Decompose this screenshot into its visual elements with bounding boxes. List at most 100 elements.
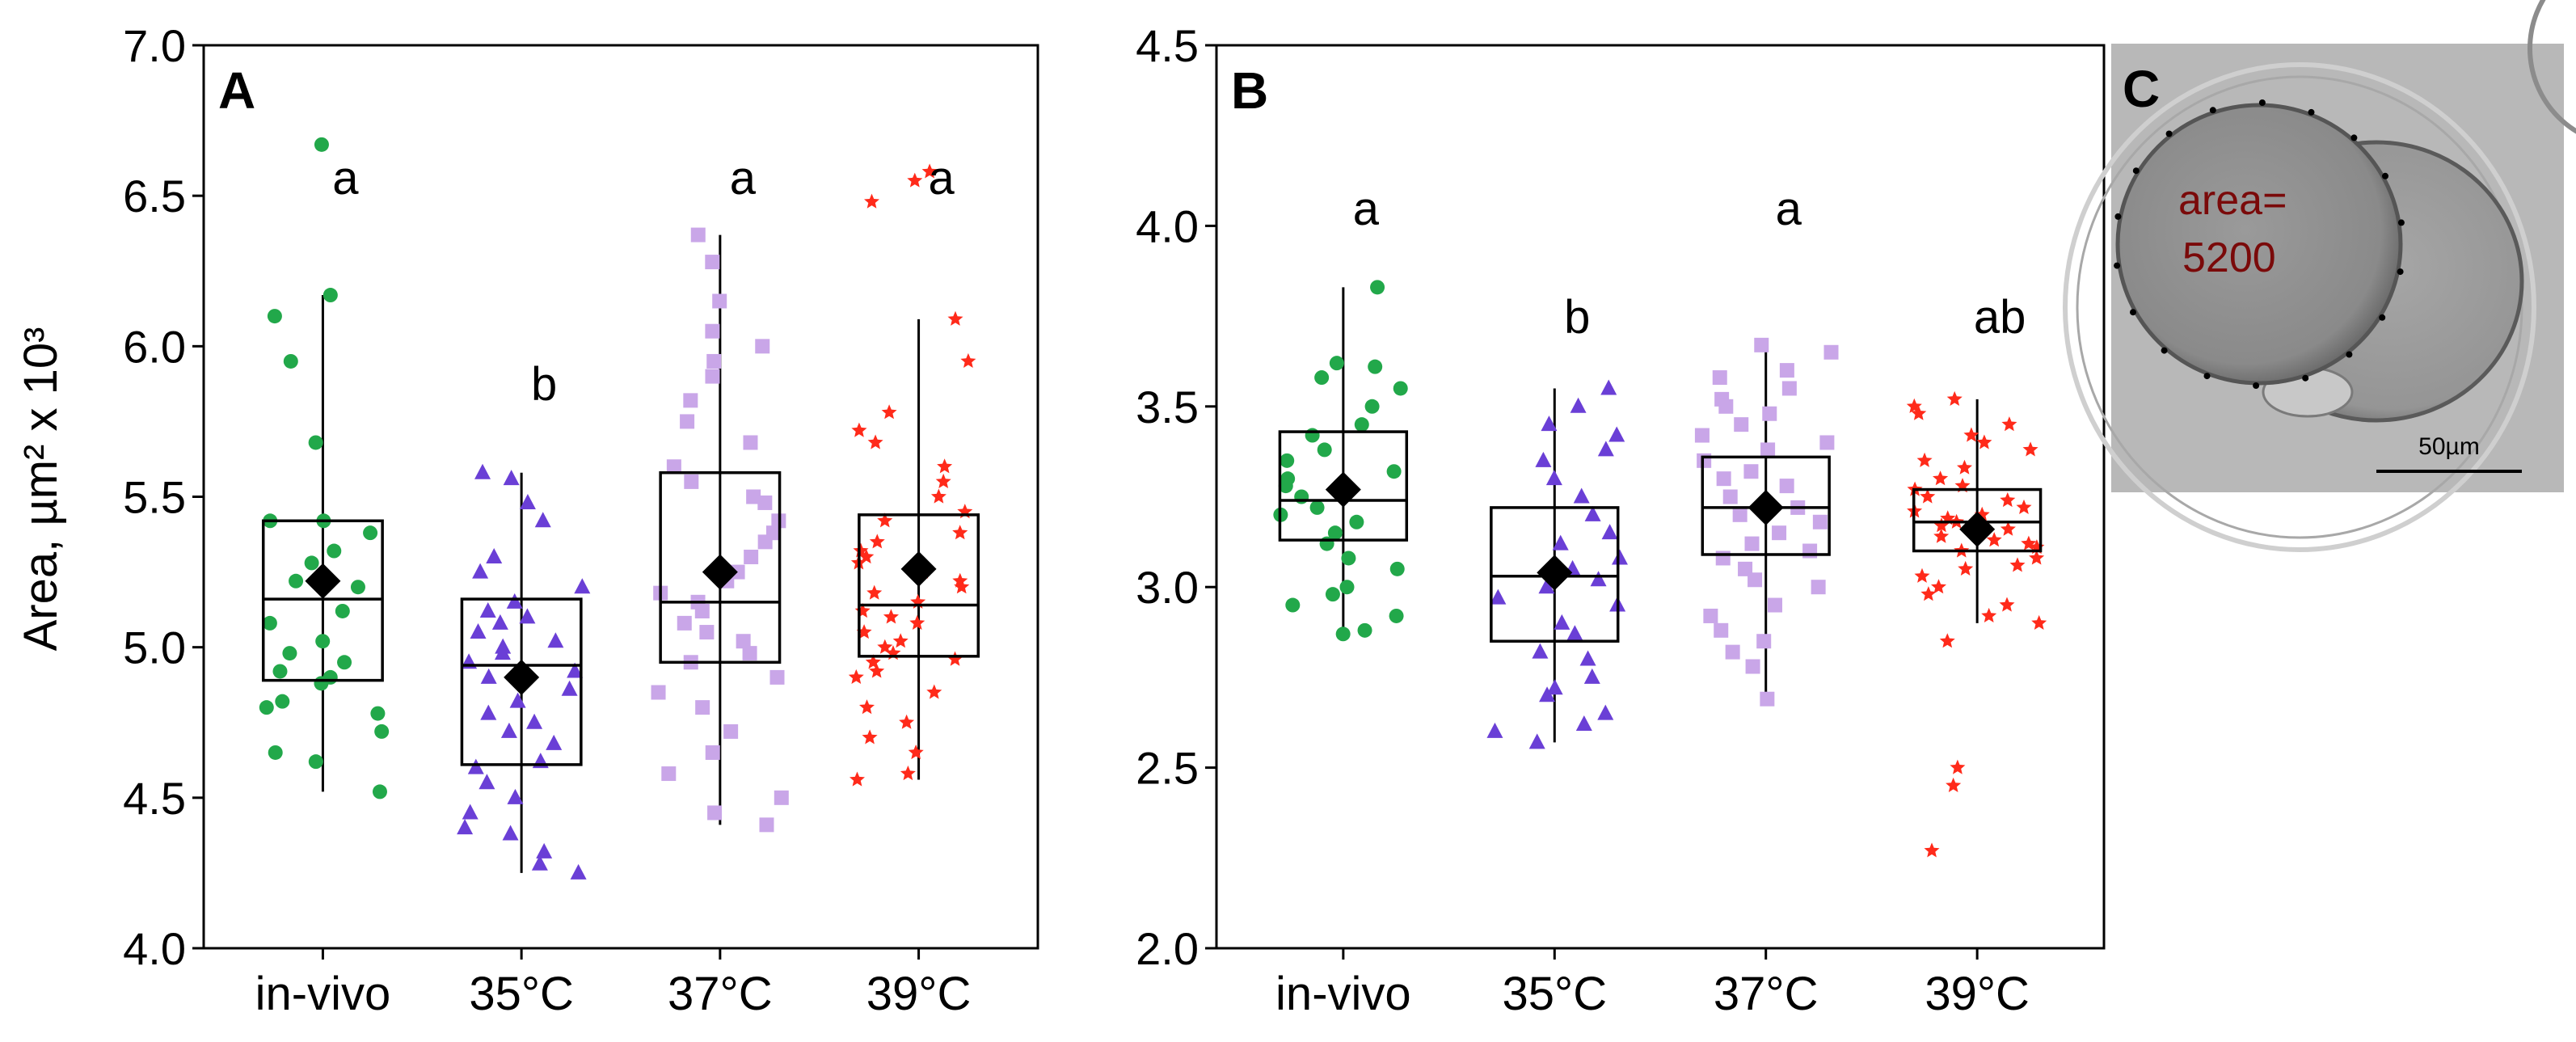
data-point-39c <box>1920 488 1936 504</box>
data-point-in-vivo <box>1339 580 1355 595</box>
data-point-37c <box>1697 453 1712 468</box>
data-point-in-vivo <box>374 723 390 739</box>
data-point-35c <box>570 863 587 880</box>
y-tick-label: 4.0 <box>1136 200 1199 251</box>
y-tick-label: 7.0 <box>123 20 186 71</box>
mean-marker-in-vivo <box>305 563 341 599</box>
outline-dot <box>2379 314 2386 321</box>
data-point-in-vivo <box>1393 381 1408 396</box>
data-point-39c <box>851 422 867 437</box>
outline-dot <box>2209 107 2216 114</box>
area-annotation-line1: area= <box>2178 177 2287 224</box>
data-point-39c <box>900 766 916 781</box>
area-outline-dots <box>2114 99 2405 389</box>
x-tick-label-37c: 37°C <box>1714 968 1819 1020</box>
panel-label-c: C <box>2123 60 2160 118</box>
data-point-35c <box>1600 379 1617 395</box>
data-point-35c <box>1539 686 1556 702</box>
box-35c <box>1490 506 1620 643</box>
data-point-39c <box>1999 597 2015 612</box>
data-point-37c <box>699 625 715 640</box>
data-point-39c <box>909 614 925 630</box>
data-point-35c <box>502 825 519 841</box>
data-point-in-vivo <box>1327 525 1343 541</box>
data-point-35c <box>470 623 487 639</box>
outline-dot <box>2165 130 2173 137</box>
data-point-37c <box>705 745 720 760</box>
data-point-37c <box>1718 399 1734 414</box>
data-point-37c <box>661 766 677 782</box>
data-point-35c <box>519 608 536 624</box>
data-point-in-vivo <box>308 435 323 450</box>
data-point-39c <box>1920 586 1937 601</box>
data-point-37c <box>1802 543 1818 559</box>
box-in-vivo <box>1278 430 1409 542</box>
y-axis-label: Area, µm² x 10³ <box>15 327 67 652</box>
data-point-39c <box>858 549 875 564</box>
data-point-37c <box>1811 580 1826 595</box>
outline-dot <box>2253 382 2260 389</box>
data-point-37c <box>680 414 695 429</box>
data-point-in-vivo <box>1335 626 1351 642</box>
data-point-in-vivo <box>1278 479 1293 494</box>
data-point-in-vivo <box>1319 536 1334 551</box>
data-point-37c <box>1712 370 1727 386</box>
box-39c <box>1912 487 2043 553</box>
data-point-35c <box>574 578 591 594</box>
data-point-37c <box>683 393 698 408</box>
data-point-in-vivo <box>327 543 342 559</box>
data-point-35c <box>1597 441 1614 457</box>
data-point-37c <box>1745 659 1760 674</box>
box-37c <box>1701 455 1831 556</box>
data-point-in-vivo <box>1314 370 1330 386</box>
box-35c <box>460 597 583 766</box>
data-point-39c <box>930 488 947 504</box>
data-point-35c <box>1552 534 1569 551</box>
data-point-37c <box>742 646 757 661</box>
outline-dot <box>2114 213 2122 220</box>
mean-marker-39c <box>900 551 937 587</box>
data-point-39c <box>892 633 909 648</box>
data-point-35c <box>534 512 551 528</box>
data-point-37c <box>757 495 773 510</box>
data-point-in-vivo <box>1368 359 1383 374</box>
outline-dot <box>2203 373 2211 380</box>
box-39c <box>858 513 980 658</box>
outline-dot <box>2258 99 2266 106</box>
data-point-in-vivo <box>1354 417 1369 432</box>
data-point-37c <box>1779 479 1794 494</box>
data-point-39c <box>1981 607 1997 622</box>
outer-zona-ring <box>2063 62 2536 552</box>
data-point-in-vivo <box>1317 442 1332 458</box>
data-point-39c <box>1939 633 1955 648</box>
data-point-39c <box>937 458 953 474</box>
data-point-37c <box>690 227 706 243</box>
significance-letter-in-vivo: a <box>1353 183 1380 235</box>
data-point-39c <box>850 771 865 787</box>
data-point-39c <box>1963 427 1979 442</box>
outline-dot <box>2397 268 2404 276</box>
data-point-35c <box>500 722 517 738</box>
data-point-in-vivo <box>1370 280 1385 295</box>
data-point-in-vivo <box>1305 428 1320 443</box>
data-point-37c <box>1716 471 1731 487</box>
mean-marker-37c <box>1748 489 1784 525</box>
data-point-39c <box>862 729 878 745</box>
significance-letter-39c: ab <box>1974 291 2026 344</box>
data-point-35c <box>1541 416 1558 432</box>
outline-dot <box>2308 108 2315 116</box>
data-point-37c <box>769 669 785 685</box>
data-point-39c <box>877 513 893 528</box>
data-point-39c <box>866 584 883 600</box>
data-point-in-vivo <box>1285 597 1301 613</box>
data-point-35c <box>509 692 526 708</box>
data-point-in-vivo <box>1341 551 1356 566</box>
data-point-35c <box>457 819 474 835</box>
data-point-39c <box>921 163 938 179</box>
data-point-35c <box>567 662 584 678</box>
data-point-39c <box>848 669 864 684</box>
outline-dot <box>2302 374 2309 382</box>
data-point-39c <box>907 172 923 188</box>
data-point-35c <box>474 463 491 479</box>
data-point-35c <box>1584 505 1601 521</box>
